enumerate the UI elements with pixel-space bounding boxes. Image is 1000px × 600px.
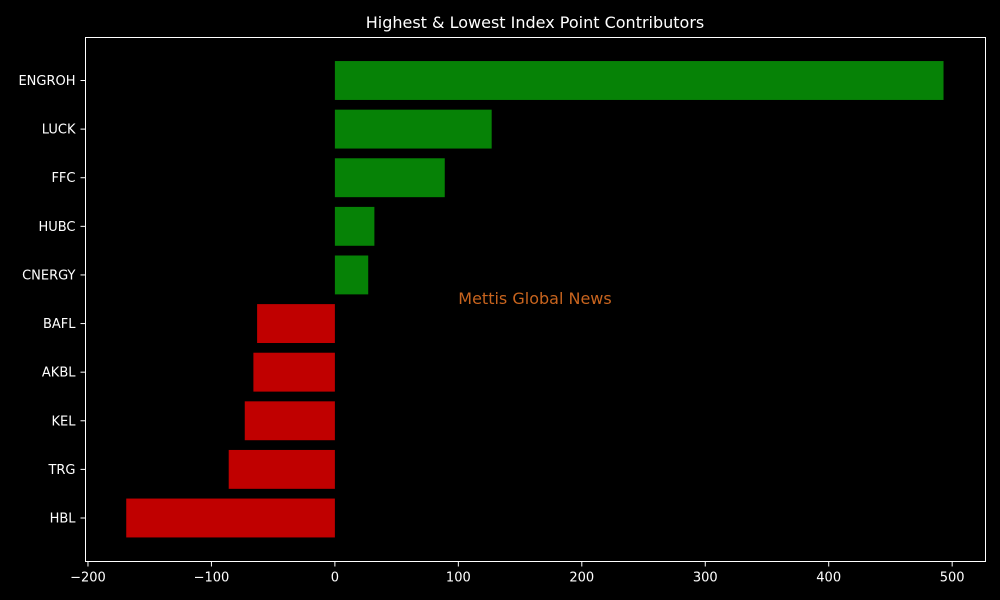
x-tick-label: −100 — [194, 571, 230, 586]
x-tick-label: 200 — [569, 571, 594, 586]
bar-engroh — [334, 61, 944, 100]
plot-area-frame — [85, 37, 986, 562]
y-tick-label-ffc: FFC — [51, 171, 75, 186]
bar-bafl — [257, 304, 335, 343]
bar-hbl — [126, 498, 335, 538]
y-tick-label-engroh: ENGROH — [18, 74, 75, 89]
y-tick-label-luck: LUCK — [42, 123, 76, 138]
bar-luck — [334, 109, 492, 149]
y-axis: ENGROH LUCK FFC HUBC CNERGY BAFL AKBL KEL TRG HBL — [18, 74, 86, 527]
x-axis: −200 −100 0 100 200 300 400 500 — [70, 561, 965, 586]
y-tick-label-trg: TRG — [47, 463, 75, 478]
y-tick-label-hbl: HBL — [50, 512, 77, 527]
bar-kel — [244, 401, 335, 441]
x-tick-label: 300 — [693, 571, 718, 586]
bars-layer — [126, 61, 944, 538]
y-tick-label-cnergy: CNERGY — [22, 268, 75, 283]
x-tick-label: 500 — [940, 571, 965, 586]
chart-title: Highest & Lowest Index Point Contributor… — [366, 13, 705, 32]
x-tick-label: 100 — [446, 571, 471, 586]
x-tick-label: 400 — [816, 571, 841, 586]
bar-cnergy — [334, 255, 369, 295]
bar-akbl — [253, 352, 335, 392]
x-tick-label: 0 — [331, 571, 339, 586]
bar-hubc — [334, 206, 375, 246]
y-tick-label-hubc: HUBC — [38, 220, 75, 235]
watermark-annotation: Mettis Global News — [458, 289, 611, 308]
y-tick-label-bafl: BAFL — [43, 317, 76, 332]
y-tick-label-kel: KEL — [52, 414, 77, 429]
bar-trg — [228, 449, 335, 489]
y-tick-label-akbl: AKBL — [42, 366, 76, 381]
bar-ffc — [334, 158, 445, 198]
x-tick-label: −200 — [70, 571, 106, 586]
